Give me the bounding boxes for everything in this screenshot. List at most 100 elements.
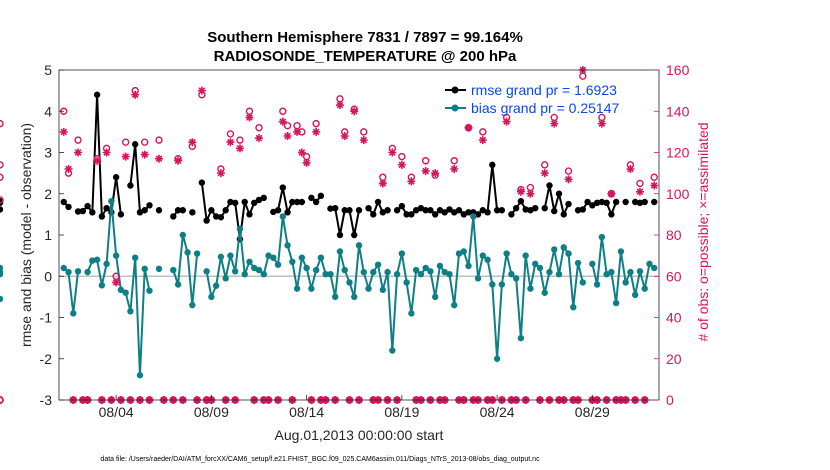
- obs-assimilated-marker: [226, 138, 235, 147]
- y-tick-label: 3: [44, 145, 52, 161]
- bias-point: [236, 225, 244, 233]
- bias-point: [598, 233, 606, 241]
- rmse-point: [203, 217, 210, 224]
- bias-point: [70, 310, 77, 317]
- obs-assimilated-marker: [340, 132, 349, 140]
- rmse-point: [84, 202, 91, 210]
- obs-assimilated-marker: [59, 127, 68, 136]
- rmse-point: [103, 204, 110, 212]
- bias-point: [60, 264, 67, 272]
- bias-point: [546, 268, 553, 276]
- bias-point: [612, 299, 620, 307]
- obs-possible-marker: [450, 157, 458, 165]
- x-tick-label: 08/14: [289, 404, 324, 420]
- obs-possible-marker: [236, 136, 244, 144]
- bias-point: [641, 285, 648, 292]
- rmse-line: [77, 93, 122, 218]
- bias-point: [284, 242, 291, 249]
- y-tick-label: 2: [44, 186, 52, 202]
- obs-possible-marker: [541, 161, 549, 169]
- obs-assimilated-marker: [597, 119, 606, 128]
- bias-point: [103, 260, 110, 268]
- obs-assimilated-marker: [155, 154, 163, 163]
- obs-assimilated-marker: [540, 169, 549, 178]
- rmse-point: [431, 211, 439, 218]
- bias-point: [360, 268, 367, 276]
- obs-assimilated-marker: [526, 189, 535, 198]
- y-tick-label: -3: [40, 392, 53, 408]
- bias-point: [398, 250, 406, 257]
- bias-point: [127, 308, 134, 315]
- legend-bias-marker: [451, 104, 459, 112]
- obs-possible-marker: [0, 196, 4, 204]
- bias-point: [146, 287, 153, 294]
- obs-assimilated-marker: [335, 101, 344, 110]
- bias-point: [408, 310, 415, 317]
- obs-assimilated-marker: [607, 189, 616, 198]
- obs-assimilated-marker: [516, 187, 525, 196]
- bias-point: [322, 270, 329, 278]
- obs-possible-marker: [0, 173, 4, 181]
- rmse-point: [74, 208, 82, 215]
- obs-possible-marker: [141, 138, 149, 146]
- x-axis-label: Aug.01,2013 00:00:00 start: [275, 427, 444, 443]
- obs-assimilated-marker: [550, 119, 559, 128]
- obs-possible-marker: [360, 128, 368, 136]
- rmse-point: [127, 182, 134, 189]
- y-axis-left: -3 -2 -1 0 1 2 3 4 5: [40, 62, 64, 408]
- rmse-point: [98, 213, 106, 220]
- obs-assimilated-marker: [216, 169, 225, 178]
- rmse-point: [455, 207, 463, 214]
- obs-assimilated-marker: [635, 187, 644, 196]
- rmse-point: [93, 91, 101, 98]
- obs-assimilated-marker: [407, 177, 416, 186]
- bias-point: [308, 285, 315, 292]
- obs-assimilated-marker: [121, 152, 130, 161]
- bias-point: [374, 261, 382, 268]
- bias-point: [331, 293, 339, 301]
- bias-point: [570, 303, 577, 311]
- bias-point: [117, 286, 125, 294]
- rmse-point: [227, 198, 234, 206]
- bias-point: [436, 262, 444, 270]
- bias-point: [446, 270, 453, 278]
- obs-possible-marker: [279, 107, 287, 115]
- y-tick-label: 5: [44, 62, 52, 78]
- x-axis: 08/04 08/09 08/14 08/19 08/24 08/29: [99, 395, 610, 420]
- bias-point: [622, 279, 629, 286]
- rmse-point: [331, 204, 339, 212]
- rmse-point: [117, 211, 125, 218]
- rmse-point: [393, 207, 401, 214]
- y-axis-right-label: # of obs: o=possible; ×=assimilated: [695, 122, 711, 341]
- rmse-point: [622, 198, 629, 206]
- bias-point: [536, 264, 544, 272]
- bias-point: [489, 281, 496, 288]
- obs-assimilated-marker: [502, 117, 511, 126]
- rmse-point: [274, 207, 282, 214]
- bias-point: [170, 266, 177, 274]
- rmse-point: [141, 207, 148, 214]
- bias-point: [479, 252, 487, 259]
- legend: rmse grand pr = 1.6923 bias grand pr = 0…: [445, 82, 619, 116]
- obs-assimilated-marker: [174, 156, 183, 165]
- obs-assimilated-marker: [650, 181, 659, 190]
- bias-point: [389, 347, 396, 354]
- obs-assimilated-marker: [74, 148, 83, 157]
- rmse-point: [508, 211, 515, 218]
- bias-point: [608, 268, 615, 276]
- bias-point: [522, 252, 529, 259]
- y-tick-label: -2: [40, 351, 53, 367]
- rmse-point: [222, 207, 229, 214]
- rmse-point: [631, 198, 639, 206]
- rmse-point: [251, 199, 258, 207]
- bias-point: [279, 213, 287, 220]
- bias-point: [422, 264, 429, 272]
- bias-point: [74, 268, 82, 275]
- rmse-point: [212, 213, 220, 220]
- rmse-point: [346, 207, 353, 214]
- bias-point: [298, 254, 306, 261]
- rmse-point: [279, 184, 287, 191]
- bias-point: [627, 268, 634, 276]
- bias-point: [65, 268, 72, 276]
- rmse-point: [312, 198, 320, 206]
